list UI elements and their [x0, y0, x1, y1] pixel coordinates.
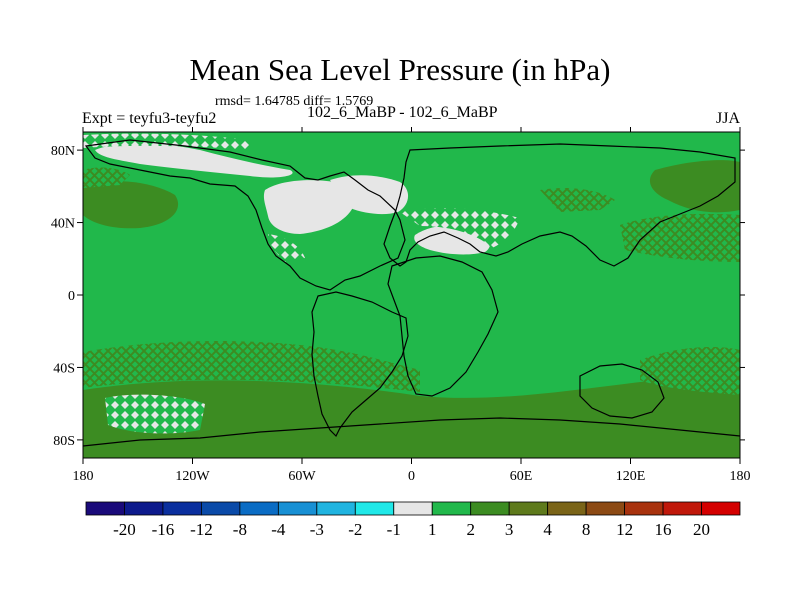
colorbar-label: -3: [310, 520, 324, 539]
colorbar-label: 1: [428, 520, 437, 539]
colorbar-label: 8: [582, 520, 591, 539]
south-america-outline: [311, 291, 409, 438]
colorbar-label: -2: [348, 520, 362, 539]
map-field: [82, 131, 741, 459]
north-america-hatch: [268, 234, 305, 262]
y-tick-label: 80S: [53, 434, 75, 449]
x-tick-label: 120W: [175, 469, 210, 484]
colorbar-label: -20: [113, 520, 136, 539]
colorbar: -20 -16 -12 -8 -4 -3 -2 -1 1 2 3 4 8 12 16 20: [85, 501, 741, 539]
period-label: 102_6_MaBP - 102_6_MaBP: [307, 104, 498, 121]
colorbar-swatch: [624, 501, 664, 516]
colorbar-label: -8: [233, 520, 247, 539]
colorbar-label: 4: [543, 520, 552, 539]
colorbar-label: 16: [655, 520, 672, 539]
colorbar-swatch: [585, 501, 625, 516]
y-tick-label: 40N: [51, 217, 75, 232]
arctic-low: [95, 143, 293, 178]
colorbar-swatch: [354, 501, 395, 516]
south-pacific-hatch: [105, 394, 205, 434]
eurasia-outline: [383, 143, 736, 267]
pacific-high-hatch: [620, 213, 740, 262]
colorbar-swatch: [162, 501, 202, 516]
north-america-low: [263, 180, 355, 234]
antarctica-outline: [82, 417, 741, 447]
colorbar-swatch: [508, 501, 549, 516]
y-tick-label: 80N: [51, 144, 75, 159]
x-tick-label: 60E: [510, 469, 533, 484]
australia-outline: [579, 363, 665, 419]
season-label: JJA: [716, 110, 741, 127]
arctic-hatch: [83, 133, 250, 150]
colorbar-label: 20: [693, 520, 710, 539]
southern-high-band: [83, 372, 740, 458]
colorbar-swatch: [201, 501, 241, 516]
x-tick-label: 0: [408, 469, 415, 484]
north-atlantic-high: [83, 181, 179, 229]
asia-hatch: [540, 188, 615, 212]
colorbar-swatch: [431, 501, 472, 516]
southern-high-hatch: [83, 340, 420, 392]
colorbar-swatch: [124, 501, 164, 516]
colorbar-swatch: [470, 501, 510, 516]
colorbar-label: -4: [271, 520, 286, 539]
colorbar-label: -12: [190, 520, 213, 539]
y-tick-label: 0: [68, 289, 75, 304]
x-tick-label: 180: [730, 469, 751, 484]
colorbar-swatch: [239, 501, 279, 516]
colorbar-label: -1: [387, 520, 401, 539]
axes: 180 120W 60W 0 60E 120E 180 80N 40N 0 40S 80S: [51, 127, 751, 484]
colorbar-swatch: [85, 501, 125, 516]
colorbar-swatch: [547, 501, 587, 516]
colorbar-swatch: [701, 501, 741, 516]
southern-high-hatch-2: [640, 347, 740, 395]
north-atlantic-hatch: [83, 167, 130, 188]
x-tick-label: 60W: [288, 469, 316, 484]
colorbar-swatch: [662, 501, 702, 516]
eurasia-hatch: [400, 208, 520, 248]
colorbar-label: 2: [466, 520, 475, 539]
pacific-high: [649, 160, 740, 213]
colorbar-swatch: [277, 501, 318, 516]
colorbar-swatch: [316, 501, 356, 516]
colorbar-label: 3: [505, 520, 514, 539]
colorbar-label: 12: [616, 520, 633, 539]
y-tick-label: 40S: [53, 361, 75, 376]
x-tick-label: 180: [73, 469, 94, 484]
north-america-outline: [84, 139, 406, 291]
experiment-label: Expt = teyfu3-teyfu2: [82, 110, 217, 127]
colorbar-swatch: [393, 501, 433, 516]
africa-outline: [387, 255, 499, 397]
x-tick-label: 120E: [616, 469, 646, 484]
colorbar-label: -16: [152, 520, 175, 539]
stats-line: rmsd= 1.64785 diff= 1.5769: [215, 94, 374, 109]
chart-title: Mean Sea Level Pressure (in hPa): [189, 52, 611, 87]
coastlines: [82, 139, 741, 447]
